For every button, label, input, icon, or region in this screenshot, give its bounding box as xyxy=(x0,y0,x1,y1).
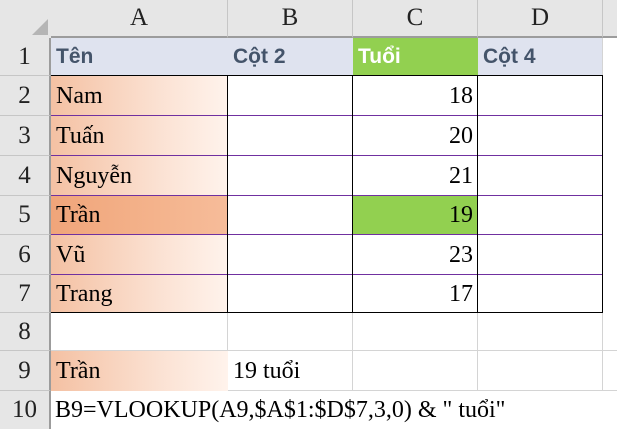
cell-c3[interactable]: 20 xyxy=(449,122,473,149)
cell-c6[interactable]: 23 xyxy=(449,241,473,268)
cell-a5[interactable]: Trần xyxy=(51,196,228,235)
column-header-d[interactable]: D xyxy=(478,0,603,38)
cell-b1[interactable]: Cột 2 xyxy=(228,38,353,76)
table-border xyxy=(227,76,228,313)
cell-a3[interactable]: Tuấn xyxy=(51,116,228,156)
table-border xyxy=(51,195,603,196)
table-border xyxy=(602,76,603,313)
cell-a1[interactable]: Tên xyxy=(51,38,228,76)
column-header-e-partial[interactable] xyxy=(603,0,617,38)
cell-a2[interactable]: Nam xyxy=(51,76,228,116)
row-header-10[interactable]: 10 xyxy=(0,391,51,429)
column-header-b[interactable]: B xyxy=(228,0,353,38)
table-border xyxy=(352,76,353,313)
row-header-5[interactable]: 5 xyxy=(0,196,51,235)
table-border xyxy=(51,234,603,235)
cell-c5[interactable]: 19 xyxy=(353,196,478,235)
row-header-6[interactable]: 6 xyxy=(0,235,51,275)
row-header-1[interactable]: 1 xyxy=(0,38,51,76)
select-all-triangle-icon xyxy=(32,19,48,35)
row-header-8[interactable]: 8 xyxy=(0,313,51,351)
row-header-7[interactable]: 7 xyxy=(0,275,51,313)
gridline xyxy=(477,313,478,391)
gridline xyxy=(352,313,353,391)
table-border xyxy=(51,274,603,275)
row-header-4[interactable]: 4 xyxy=(0,156,51,196)
table-border xyxy=(51,312,603,313)
row-header-9[interactable]: 9 xyxy=(0,351,51,391)
gridline xyxy=(602,313,603,391)
cell-d1[interactable]: Cột 4 xyxy=(478,38,603,76)
table-border xyxy=(51,75,603,76)
cell-c1[interactable]: Tuổi xyxy=(353,38,478,76)
column-header-a[interactable]: A xyxy=(51,0,228,38)
row-header-2[interactable]: 2 xyxy=(0,76,51,116)
cell-b9[interactable]: 19 tuổi xyxy=(233,357,301,384)
column-header-c[interactable]: C xyxy=(353,0,478,38)
gridline xyxy=(51,350,617,351)
cell-a9[interactable]: Trần xyxy=(51,351,228,391)
cell-a7[interactable]: Trang xyxy=(51,275,228,313)
select-all-corner[interactable] xyxy=(0,0,51,38)
table-border xyxy=(477,76,478,313)
table-border xyxy=(51,155,603,156)
cell-c2[interactable]: 18 xyxy=(449,82,473,109)
cell-c4[interactable]: 21 xyxy=(449,162,473,189)
gridline xyxy=(51,390,617,391)
cell-a4[interactable]: Nguyễn xyxy=(51,156,228,196)
cell-a10-formula-note[interactable]: B9=VLOOKUP(A9,$A$1:$D$7,3,0) & " tuổi" xyxy=(51,391,617,429)
cell-a6[interactable]: Vũ xyxy=(51,235,228,275)
cell-c7[interactable]: 17 xyxy=(449,280,473,307)
table-border xyxy=(51,115,603,116)
row-header-3[interactable]: 3 xyxy=(0,116,51,156)
